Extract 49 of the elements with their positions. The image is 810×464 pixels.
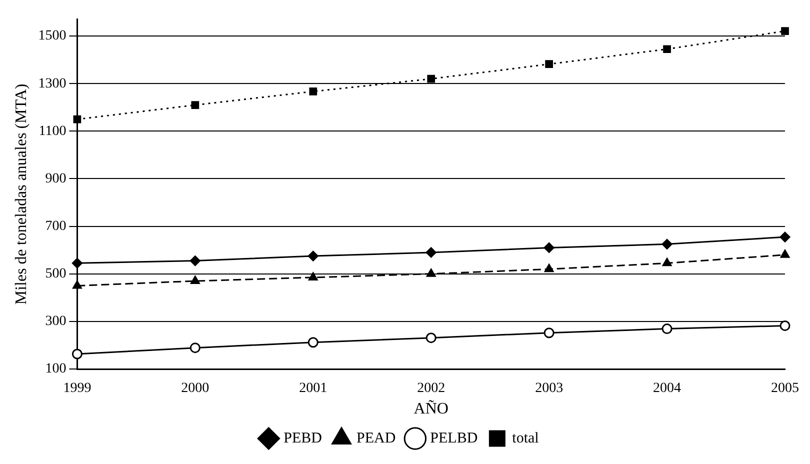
legend-label: PEBD	[284, 430, 322, 446]
point	[73, 115, 82, 124]
x-tick-label: 2001	[299, 381, 328, 396]
point	[781, 27, 789, 35]
y-tick-label: 1500	[38, 28, 66, 44]
y-tick-label: 100	[45, 362, 66, 377]
point	[190, 256, 200, 266]
point	[308, 337, 318, 348]
y-tick-label: 500	[45, 266, 66, 282]
x-tick-label: 2000	[181, 381, 210, 396]
point	[780, 232, 790, 242]
y-tick-label: 700	[45, 218, 66, 234]
point	[662, 324, 672, 334]
x-tick-label: 2003	[535, 381, 564, 396]
point	[191, 101, 200, 109]
point	[190, 342, 200, 354]
point	[426, 268, 436, 277]
x-axis-title: AÑO	[414, 400, 448, 418]
point	[426, 247, 436, 258]
legend-label: PELBD	[430, 430, 478, 446]
x-tick-label: 2005	[771, 381, 799, 396]
legend-label: total	[512, 430, 539, 446]
point	[309, 88, 318, 96]
point	[544, 328, 554, 338]
y-axis-title: Miles de toneladas anuales (MTA)	[12, 84, 30, 305]
point	[72, 280, 82, 289]
point	[544, 264, 554, 272]
y-tick-label: 1100	[38, 124, 66, 139]
point	[190, 276, 200, 284]
y-tick-label: 900	[45, 171, 66, 186]
point	[780, 250, 790, 258]
point	[308, 272, 318, 280]
legend-label: PEAD	[356, 430, 396, 446]
point	[663, 45, 671, 54]
point	[545, 60, 553, 68]
y-tick-label: 300	[45, 314, 66, 330]
point	[426, 332, 436, 344]
point	[427, 74, 436, 83]
point	[544, 242, 554, 253]
y-tick-label: 1300	[38, 76, 66, 92]
point	[662, 238, 672, 250]
x-tick-label: 2002	[417, 381, 446, 396]
point	[308, 250, 318, 262]
point	[662, 258, 672, 266]
point	[72, 348, 82, 360]
point	[780, 320, 790, 331]
point	[72, 258, 82, 268]
x-tick-label: 2004	[653, 381, 682, 396]
x-tick-label: 1999	[63, 381, 92, 396]
